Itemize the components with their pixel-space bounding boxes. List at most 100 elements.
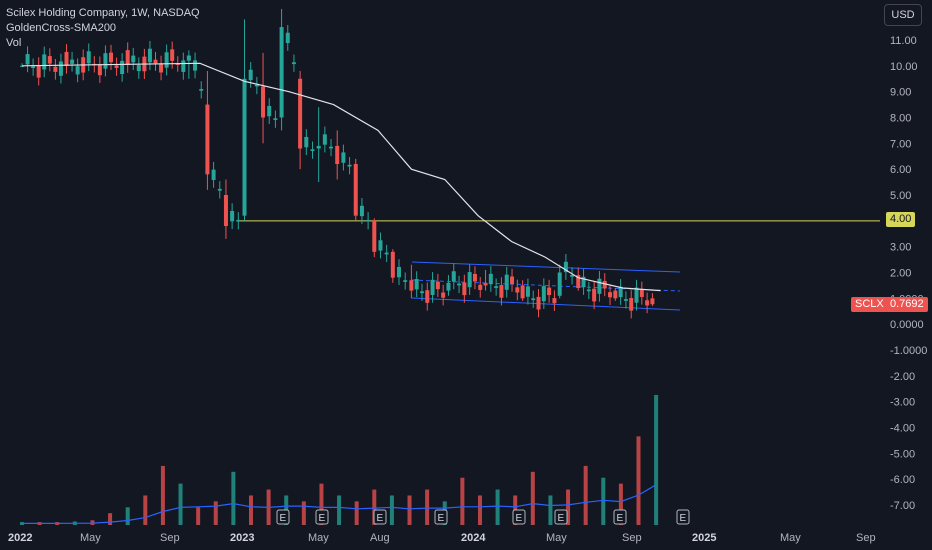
candle-body [254,84,259,87]
y-tick-label: 9.00 [890,87,911,99]
candle-body [435,281,440,290]
volume-bar [601,477,606,525]
candle-body [478,284,483,290]
last-price-tag: 0.7692 [886,297,928,312]
indicator-label[interactable]: GoldenCross-SMA200 [6,22,117,34]
candle-body [329,146,334,149]
candle-body [75,66,80,75]
channel-lower-line [411,297,681,311]
candle-body [131,55,136,63]
candle-body [181,60,186,72]
candle-body [261,86,266,118]
y-tick-label: -7.00 [890,500,915,512]
level-price-tag: 4.00 [886,212,916,227]
candle-body [31,66,36,69]
volume-bar [160,465,165,525]
x-tick-label: May [308,532,329,544]
channel-mid-line [411,279,681,292]
candle-body [25,54,30,65]
candle-body [217,188,222,191]
y-tick-label: -2.00 [890,371,915,383]
x-tick-label: 2025 [692,532,716,544]
volume-bar [248,495,253,525]
candle-body [397,266,402,278]
candle-body [597,278,602,294]
candle-body [441,292,446,298]
volume-bar [548,495,553,525]
candle-body [109,52,113,63]
earnings-marker-label: E [680,513,687,524]
candle-body [592,288,597,302]
candle-body [531,298,536,301]
candle-body [236,219,241,222]
channel-upper-line [411,261,681,273]
x-tick-label: May [780,532,801,544]
candle-body [510,276,515,285]
volume-bar [583,465,588,525]
candle-body [175,63,180,65]
symbol-name-tag: SCLX [851,297,888,312]
candle-body [298,78,303,149]
candle-body [378,240,383,251]
y-tick-label: 3.00 [890,242,911,254]
candle-body [618,286,623,298]
candle-body [347,164,352,167]
earnings-marker-label: E [280,513,287,524]
candle-body [291,62,296,65]
candle-body [322,134,327,145]
x-tick-label: Sep [622,532,642,544]
candle-body [341,152,346,163]
candle-body [552,298,557,304]
volume-bar [354,501,359,525]
candle-body [639,289,644,297]
volume-bar [301,501,306,525]
y-tick-label: 5.00 [890,190,911,202]
symbol-title[interactable]: Scilex Holding Company, 1W, NASDAQ [6,7,200,19]
candle-body [36,64,41,78]
candle-body [248,69,253,81]
y-tick-label: 0.0000 [890,319,924,331]
candle-body [536,296,541,310]
volume-bar [372,489,377,525]
volume-bar [477,495,482,525]
candle-body [310,149,315,152]
volume-bar [636,436,641,525]
volume-bar [460,477,465,525]
candle-body [547,287,552,296]
x-tick-label: 2023 [230,532,254,544]
y-tick-label: -1.0000 [890,345,927,357]
candle-body [153,59,158,64]
candle-body [42,54,47,70]
y-tick-label: -3.00 [890,397,915,409]
volume-bar [566,489,571,525]
volume-bar [618,483,623,525]
candle-body [285,32,290,44]
candle-body [164,52,169,68]
candle-body [576,275,581,288]
x-tick-label: May [546,532,567,544]
candle-body [520,285,525,299]
candle-body [645,300,650,306]
candle-body [557,272,562,296]
volume-bar [319,483,324,525]
x-tick-label: May [80,532,101,544]
candle-body [515,287,520,293]
candle-body [353,164,358,216]
currency-button[interactable]: USD [884,4,922,26]
earnings-marker-label: E [516,513,523,524]
candle-body [414,279,419,290]
candle-body [86,51,91,64]
candle-body [125,50,130,66]
candle-body [136,65,141,72]
candle-body [462,282,467,296]
candle-body [494,286,499,288]
candle-body [613,290,618,299]
candle-body [457,283,462,286]
candle-body [629,297,634,311]
volume-label[interactable]: Vol [6,37,22,49]
earnings-marker-box [276,509,290,525]
candle-body [430,279,435,295]
candle-body [446,282,451,291]
earnings-marker-box [676,509,690,525]
